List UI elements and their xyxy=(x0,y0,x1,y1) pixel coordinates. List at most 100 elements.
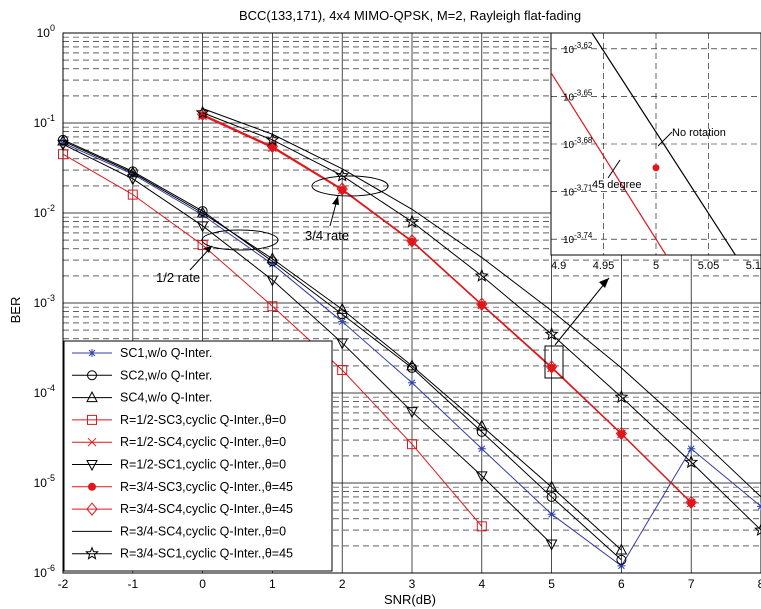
legend-item: R=1/2-SC1,cyclic Q-Inter.,θ=0 xyxy=(72,458,286,472)
data-point xyxy=(476,426,487,437)
legend-swatch-marker xyxy=(86,460,98,472)
y-axis-label: BER xyxy=(8,297,23,324)
data-point xyxy=(196,206,209,218)
legend-item: R=1/2-SC4,cyclic Q-Inter.,θ=0 xyxy=(72,435,286,449)
data-point xyxy=(338,317,347,326)
x-axis-label: SNR(dB) xyxy=(384,592,436,607)
zoom-box xyxy=(544,345,564,379)
y-tick-label: 10-6 xyxy=(34,563,55,580)
data-point xyxy=(408,378,416,387)
series-5 xyxy=(57,139,558,551)
legend-label: SC2,w/o Q-Inter. xyxy=(120,368,212,382)
legend-label: SC1,w/o Q-Inter. xyxy=(120,346,212,360)
x-tick-label: 5 xyxy=(548,577,555,591)
legend-label: R=1/2-SC4,cyclic Q-Inter.,θ=0 xyxy=(120,435,286,449)
data-point xyxy=(617,561,626,570)
data-point xyxy=(545,539,558,551)
legend-swatch-marker xyxy=(87,414,97,425)
inset-x-tick-label: 5 xyxy=(653,260,659,272)
data-point xyxy=(336,338,349,350)
inset-45-degree-label: 45 degree xyxy=(592,179,642,191)
legend-item: SC1,w/o Q-Inter. xyxy=(72,346,212,360)
legend-item: SC2,w/o Q-Inter. xyxy=(72,368,212,382)
inset-no-rotation-label: No rotation xyxy=(672,127,726,139)
series-8 xyxy=(202,108,761,498)
data-point xyxy=(474,268,489,282)
y-tick-label: 10-1 xyxy=(34,113,55,130)
data-point xyxy=(614,389,629,404)
legend-swatch-marker xyxy=(86,502,98,516)
inset-x-tick-label: 4.95 xyxy=(593,260,614,272)
legend-label: R=3/4-SC1,cyclic Q-Inter.,θ=45 xyxy=(120,547,293,561)
data-point xyxy=(198,211,207,220)
half-rate-label: 1/2 rate xyxy=(156,270,200,285)
series-line xyxy=(62,139,622,561)
data-point xyxy=(59,138,67,147)
x-tick-label: 7 xyxy=(688,577,695,591)
series-line xyxy=(62,143,552,545)
x-ticks: -2 -1 0 1 2 3 4 5 6 7 8 xyxy=(58,577,761,591)
zoom-arrow xyxy=(554,277,610,346)
data-point xyxy=(754,522,761,536)
data-point xyxy=(337,365,348,376)
legend-swatch-marker xyxy=(87,370,97,381)
three-quarter-rate-label: 3/4 rate xyxy=(305,228,349,243)
y-tick-label: 10-2 xyxy=(34,203,55,220)
x-tick-label: 1 xyxy=(269,577,276,591)
x-tick-label: 4 xyxy=(478,577,485,591)
data-point xyxy=(57,139,69,151)
legend-swatch-marker xyxy=(88,482,96,491)
x-tick-label: 3 xyxy=(409,577,416,591)
legend-label: R=1/2-SC3,cyclic Q-Inter.,θ=0 xyxy=(120,413,286,427)
data-point xyxy=(335,168,350,182)
data-point xyxy=(267,301,278,312)
legend-label: R=3/4-SC4,cyclic Q-Inter.,θ=45 xyxy=(120,502,293,516)
half-rate-arrowhead xyxy=(204,246,212,253)
legend-swatch-marker xyxy=(88,349,96,357)
legend-swatch-marker xyxy=(87,437,97,447)
half-rate-ellipse xyxy=(201,229,279,251)
three-quarter-rate-arrowhead xyxy=(332,196,339,205)
data-point xyxy=(336,302,349,314)
data-point xyxy=(615,543,628,555)
data-point xyxy=(406,359,418,371)
data-point xyxy=(268,260,277,269)
y-tick-label: 10-5 xyxy=(34,473,55,490)
series-2 xyxy=(57,134,628,555)
legend-label: R=3/4-SC4,cyclic Q-Inter.,θ=0 xyxy=(120,524,286,538)
legend-swatch-marker xyxy=(85,546,99,560)
data-point xyxy=(336,182,348,196)
legend-item: R=1/2-SC3,cyclic Q-Inter.,θ=0 xyxy=(72,413,286,427)
inset-y-tick-label: 10-3.74 xyxy=(563,231,593,246)
data-point xyxy=(195,105,210,119)
legend-label: R=1/2-SC1,cyclic Q-Inter.,θ=0 xyxy=(120,458,286,472)
y-tick-label: 10-4 xyxy=(34,383,55,400)
legend-swatch-marker xyxy=(86,391,98,403)
data-point xyxy=(545,360,558,374)
chart-title: BCC(133,171), 4x4 MIMO-QPSK, M=2, Raylei… xyxy=(239,8,581,23)
three-quarter-rate-ellipse xyxy=(311,175,389,197)
data-point xyxy=(544,326,559,341)
series-line xyxy=(202,112,761,531)
data-point xyxy=(405,214,419,228)
legend-item: SC4,w/o Q-Inter. xyxy=(72,391,212,405)
series-0 xyxy=(59,138,761,570)
series-line xyxy=(202,113,692,503)
series-line xyxy=(62,153,483,527)
inset-line xyxy=(551,72,667,255)
inset-45-degree-arrow xyxy=(607,159,621,179)
zoom-arrowhead xyxy=(599,278,609,288)
series-line xyxy=(202,108,761,498)
y-tick-label: 10-3 xyxy=(34,293,55,310)
inset-x-tick-label: 5.05 xyxy=(698,260,719,272)
data-point xyxy=(616,554,627,565)
data-point xyxy=(475,419,488,431)
series-line xyxy=(62,140,622,551)
data-point xyxy=(685,495,697,510)
data-point xyxy=(126,166,139,178)
data-point xyxy=(546,491,557,502)
data-point xyxy=(476,297,488,311)
legend-item: R=3/4-SC3,cyclic Q-Inter.,θ=45 xyxy=(72,480,293,494)
series-9 xyxy=(195,105,761,536)
